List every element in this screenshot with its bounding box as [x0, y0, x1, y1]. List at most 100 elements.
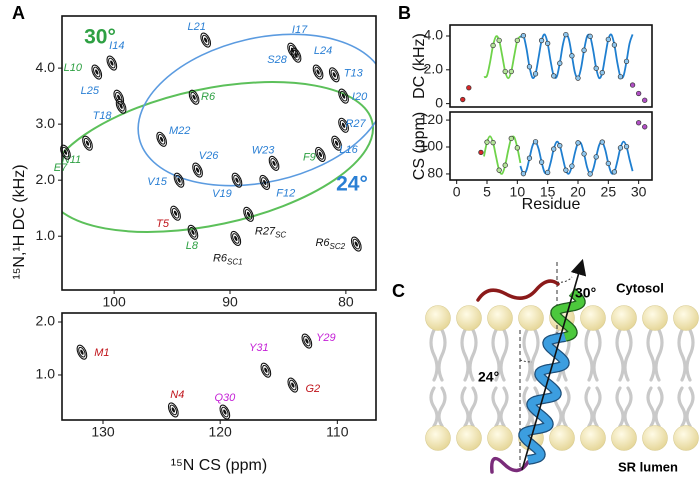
lipid-tail [615, 328, 625, 382]
peak-label: E7 [54, 162, 68, 174]
peak-contour [188, 89, 200, 105]
peak-label: L8 [186, 240, 199, 252]
data-point [551, 73, 557, 79]
peak-contour-inner [108, 57, 116, 69]
peak-label: V26 [199, 150, 219, 162]
peak-core [85, 140, 90, 146]
panel-label: B [398, 3, 411, 23]
x-tick-label: 10 [510, 184, 526, 200]
data-point [581, 47, 587, 53]
angle-arc [556, 276, 573, 283]
y-tick-label: 2.0 [36, 313, 56, 329]
peak-core [264, 367, 268, 373]
peak-core [117, 94, 121, 100]
peak-core [110, 60, 114, 66]
peak [338, 88, 349, 104]
peak-label: R27SC [255, 225, 287, 239]
peak-contour-inner [201, 34, 210, 46]
fit-curve [483, 35, 522, 80]
lipid-tail [460, 328, 470, 382]
peak-core [119, 103, 123, 109]
peak-label: G2 [305, 383, 320, 395]
peak [192, 162, 203, 178]
peak-label: F12 [276, 187, 295, 199]
lipid-tail [615, 386, 625, 428]
lipid-head [611, 425, 637, 451]
data-point [478, 149, 484, 156]
side-label: Cytosol [616, 280, 664, 295]
peak-label-sub: SC2 [330, 242, 346, 251]
lipid-tail [530, 328, 540, 382]
peak-label-sub: SC1 [227, 258, 243, 267]
data-point [636, 120, 642, 126]
data-point [496, 167, 502, 173]
peak-label: R27 [345, 118, 366, 130]
panel-label: C [392, 281, 405, 301]
data-point [526, 155, 533, 161]
angle-label: 30° [575, 285, 596, 301]
peak-contour-inner [244, 209, 253, 220]
peak-core [263, 179, 267, 186]
peak-core [63, 149, 68, 155]
lipid-head [456, 425, 482, 451]
lipid-tail [522, 328, 532, 382]
peak-contour [350, 236, 362, 252]
lipid-tail [654, 386, 664, 428]
peak-contour [187, 224, 199, 240]
peak [259, 174, 271, 190]
peak-contour-inner [83, 137, 92, 149]
x-tick-label: 20 [570, 184, 586, 200]
peak-contour-inner [193, 164, 202, 176]
peak-core [291, 382, 295, 388]
y-tick-label: 2.0 [36, 171, 56, 187]
peak-contour-inner [303, 335, 311, 347]
peak-contour [115, 98, 127, 114]
peak [231, 172, 243, 188]
helix-amphipathic [551, 289, 585, 341]
peak-contour-inner [169, 404, 178, 416]
x-tick-label: 25 [601, 184, 617, 200]
peak [187, 224, 199, 240]
lipid-tail [499, 328, 509, 382]
data-point [514, 145, 520, 151]
peak-contour-inner [262, 364, 270, 376]
peak [230, 230, 242, 247]
peak-contour-inner [316, 149, 325, 160]
peak-contour-inner [314, 66, 322, 78]
lipid-tail [561, 386, 571, 428]
peak [115, 98, 127, 114]
data-point [611, 169, 618, 175]
data-point [496, 37, 502, 44]
y-tick-label: 80 [427, 165, 443, 181]
peak-contour-inner [332, 137, 341, 149]
lipid-tail [460, 386, 470, 428]
peak-core [204, 37, 208, 43]
lipid-head [487, 425, 513, 451]
peak-label-name: R6 [315, 237, 330, 249]
wheel-24 [137, 33, 376, 187]
peak-core [192, 94, 196, 100]
lipid-head [549, 425, 575, 451]
peak-core [191, 229, 195, 235]
peak [350, 236, 362, 252]
plot-frame [449, 24, 653, 108]
data-point [484, 139, 490, 145]
peak-contour [287, 377, 299, 393]
lipid-tail [646, 328, 656, 382]
peak-label: I14 [109, 40, 124, 52]
data-point [581, 151, 587, 157]
peak-core [318, 151, 323, 157]
wheel-30 [62, 81, 374, 233]
peak-label: T18 [93, 110, 113, 122]
angle-arc [519, 359, 533, 363]
data-point [563, 167, 569, 173]
peak [328, 67, 340, 83]
peak [91, 64, 103, 80]
peak-contour-inner [221, 406, 229, 418]
angle-label: 24° [478, 369, 499, 385]
peak-contour-inner [157, 133, 166, 145]
plot-frame [449, 111, 653, 181]
peak-contour-inner [78, 346, 86, 358]
data-point [508, 135, 514, 142]
peak [331, 135, 342, 151]
